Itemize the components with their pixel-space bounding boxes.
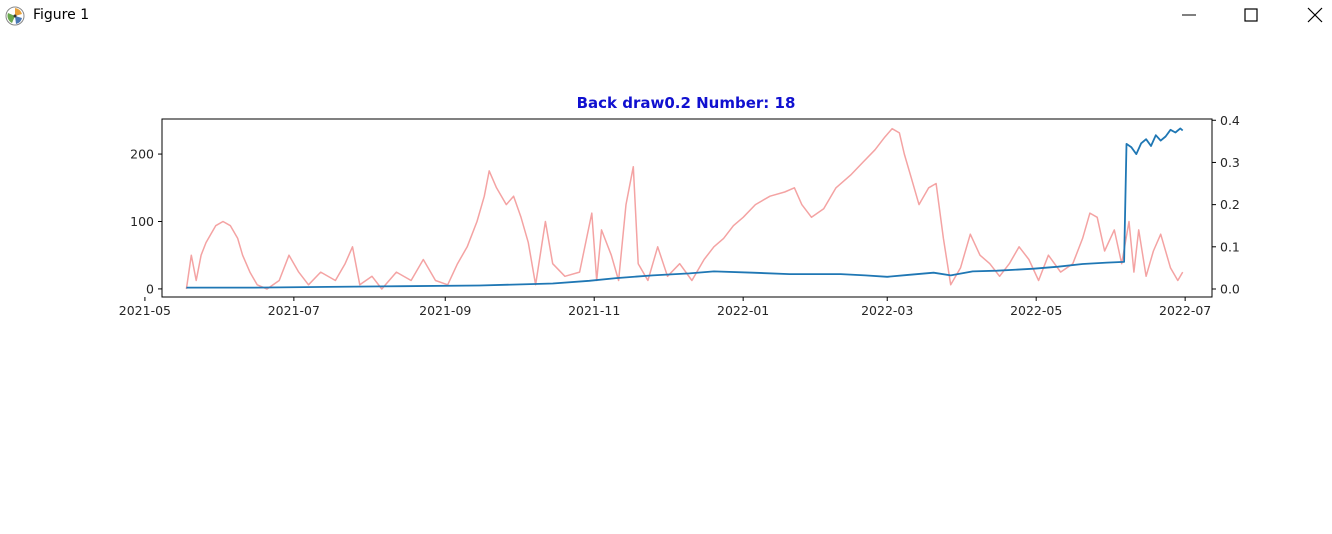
y-axis-right: 0.0 0.1 0.2 0.3 0.4 xyxy=(1212,113,1240,296)
x-tick-label: 2022-05 xyxy=(1010,303,1062,318)
x-axis: 2021-05 2021-07 2021-09 2021-11 2022-01 2022-… xyxy=(119,297,1211,318)
matplotlib-figure-icon xyxy=(5,6,25,26)
y-left-tick-label: 200 xyxy=(130,147,154,162)
close-button[interactable] xyxy=(1292,0,1332,30)
chart-title: Back draw0.2 Number: 18 xyxy=(577,94,796,112)
x-tick-label: 2022-07 xyxy=(1159,303,1211,318)
x-tick-label: 2021-11 xyxy=(568,303,620,318)
y-right-tick-label: 0.3 xyxy=(1220,155,1240,170)
y-right-tick-label: 0.0 xyxy=(1220,281,1240,296)
window-title: Figure 1 xyxy=(33,7,90,23)
close-icon xyxy=(1307,7,1323,23)
series-line-drawdown xyxy=(185,127,1184,290)
minimize-button[interactable] xyxy=(1166,0,1212,30)
y-right-tick-label: 0.2 xyxy=(1220,197,1240,212)
x-tick-label: 2022-03 xyxy=(861,303,913,318)
minimize-icon xyxy=(1182,14,1196,16)
x-tick-label: 2021-07 xyxy=(268,303,320,318)
y-right-tick-label: 0.1 xyxy=(1220,239,1240,254)
maximize-icon xyxy=(1244,8,1258,22)
y-right-tick-label: 0.4 xyxy=(1220,113,1240,128)
x-tick-label: 2021-05 xyxy=(119,303,171,318)
plot-frame xyxy=(161,118,1213,298)
x-tick-label: 2021-09 xyxy=(419,303,471,318)
figure-canvas[interactable]: Back draw0.2 Number: 18 2021-05 2021-07 20… xyxy=(0,32,1332,534)
y-left-tick-label: 100 xyxy=(130,214,154,229)
title-bar[interactable]: Figure 1 xyxy=(0,0,1332,32)
x-tick-label: 2022-01 xyxy=(717,303,769,318)
y-axis-left: 0 100 200 xyxy=(130,147,162,296)
line-chart: Back draw0.2 Number: 18 2021-05 2021-07 20… xyxy=(119,94,1240,318)
series-line-value xyxy=(186,127,1184,289)
y-left-tick-label: 0 xyxy=(146,281,154,296)
maximize-button[interactable] xyxy=(1228,0,1274,30)
